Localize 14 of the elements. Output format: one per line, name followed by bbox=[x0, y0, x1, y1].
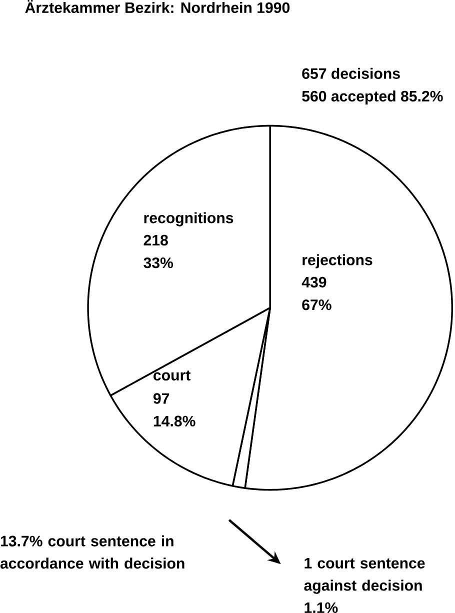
text: 97 bbox=[154, 393, 170, 404]
chart-title: Ärztekammer Bezirk: Nordrhein 1990 bbox=[25, 0, 290, 14]
text: 560 accepted 85.2% bbox=[302, 90, 444, 105]
text: 1 court sentence against decision 1.1% bbox=[304, 558, 425, 613]
text: 218 bbox=[144, 234, 168, 246]
text: 33% bbox=[144, 257, 174, 268]
slice-label: recognitions bbox=[144, 212, 234, 226]
slice-label: court bbox=[154, 370, 191, 381]
text: 67% bbox=[302, 299, 332, 310]
slice-label: rejections bbox=[302, 254, 372, 268]
text: 14.8% bbox=[154, 416, 196, 426]
text: 439 bbox=[302, 276, 326, 288]
text: 13.7% court sentence in accordance with decision bbox=[0, 535, 184, 569]
text: 657 decisions bbox=[302, 68, 400, 79]
